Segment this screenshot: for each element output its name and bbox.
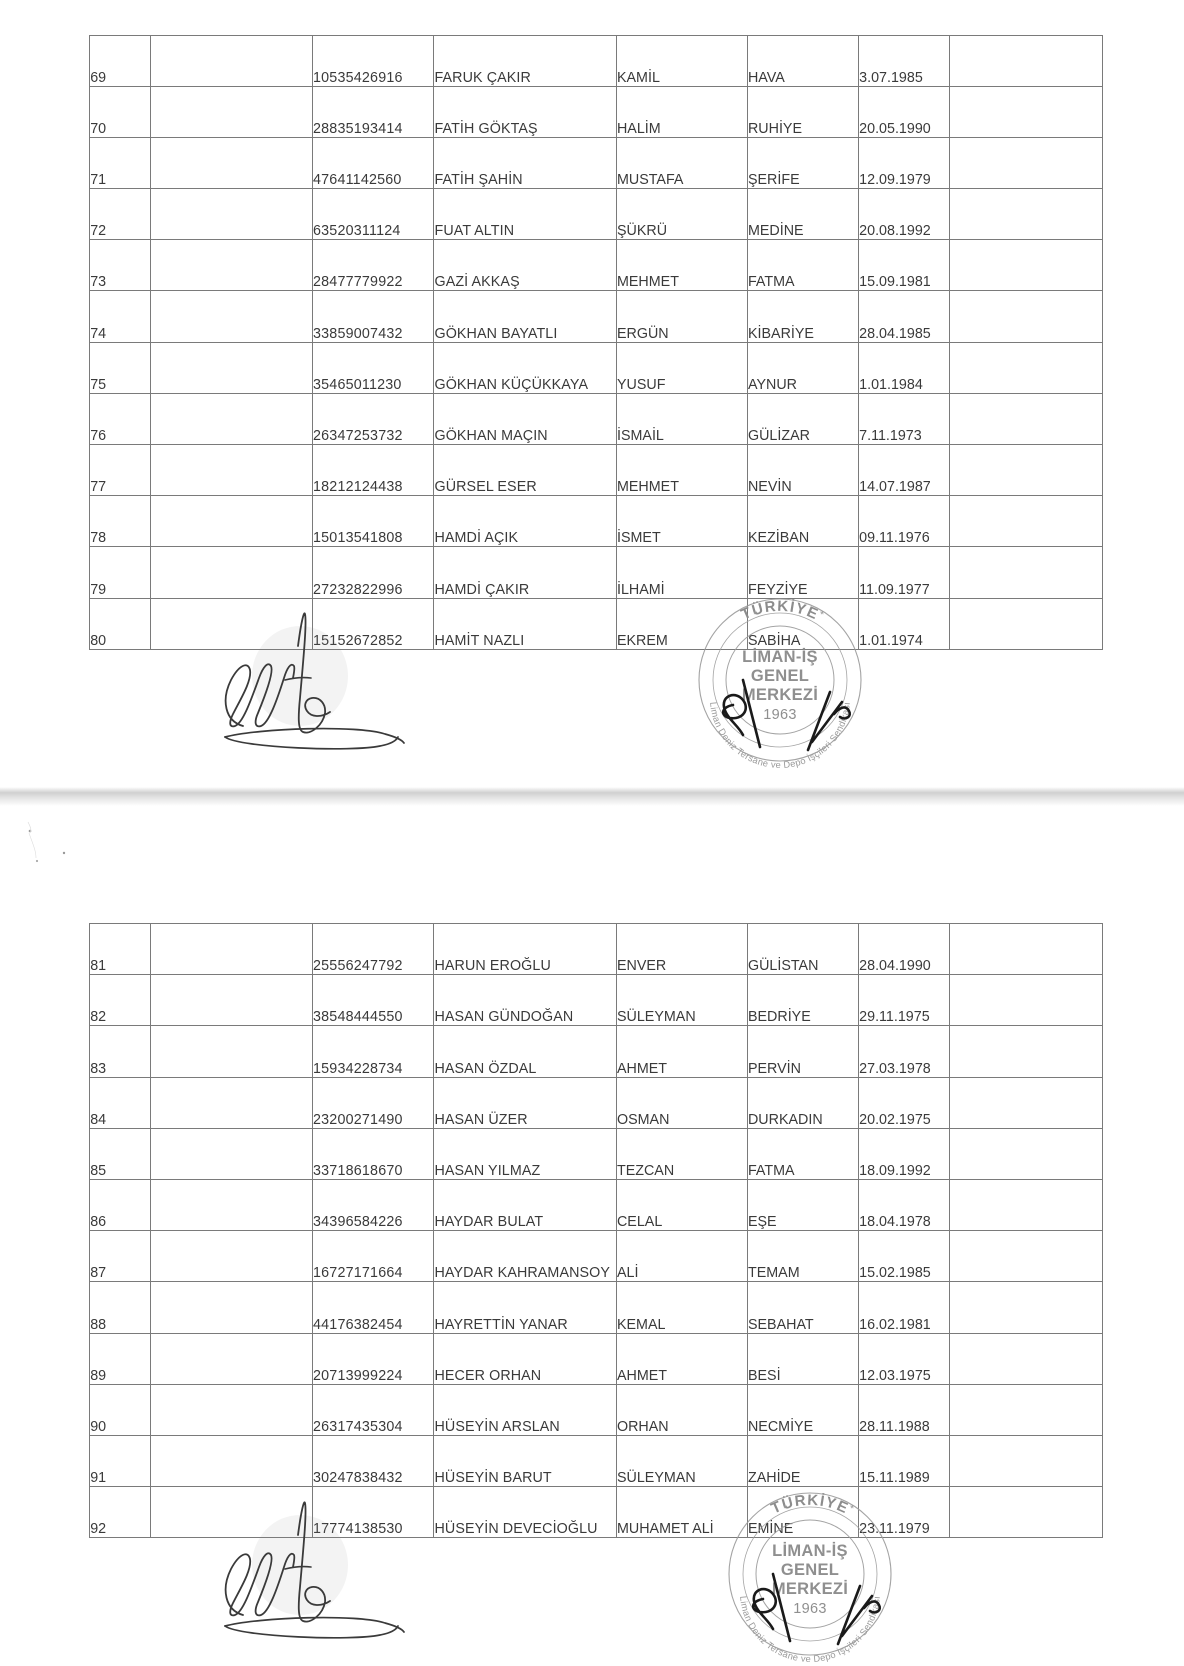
svg-text:GENEL: GENEL xyxy=(781,1561,839,1579)
svg-text:*: * xyxy=(783,1503,788,1515)
svg-text:LİMAN-İŞ: LİMAN-İŞ xyxy=(772,1542,848,1560)
svg-text:LİMAN-İŞ: LİMAN-İŞ xyxy=(742,648,818,666)
svg-text:*: * xyxy=(850,1503,855,1515)
svg-text:MERKEZİ: MERKEZİ xyxy=(742,686,818,704)
svg-text:1963: 1963 xyxy=(763,707,796,723)
svg-text:1963: 1963 xyxy=(793,1601,826,1617)
svg-text:TÜRKİYE: TÜRKİYE xyxy=(739,598,822,624)
svg-text:*: * xyxy=(820,609,825,621)
svg-text:TÜRKİYE: TÜRKİYE xyxy=(769,1492,852,1518)
svg-text:MERKEZİ: MERKEZİ xyxy=(772,1580,848,1598)
svg-text:*: * xyxy=(753,609,758,621)
svg-text:GENEL: GENEL xyxy=(751,667,809,685)
